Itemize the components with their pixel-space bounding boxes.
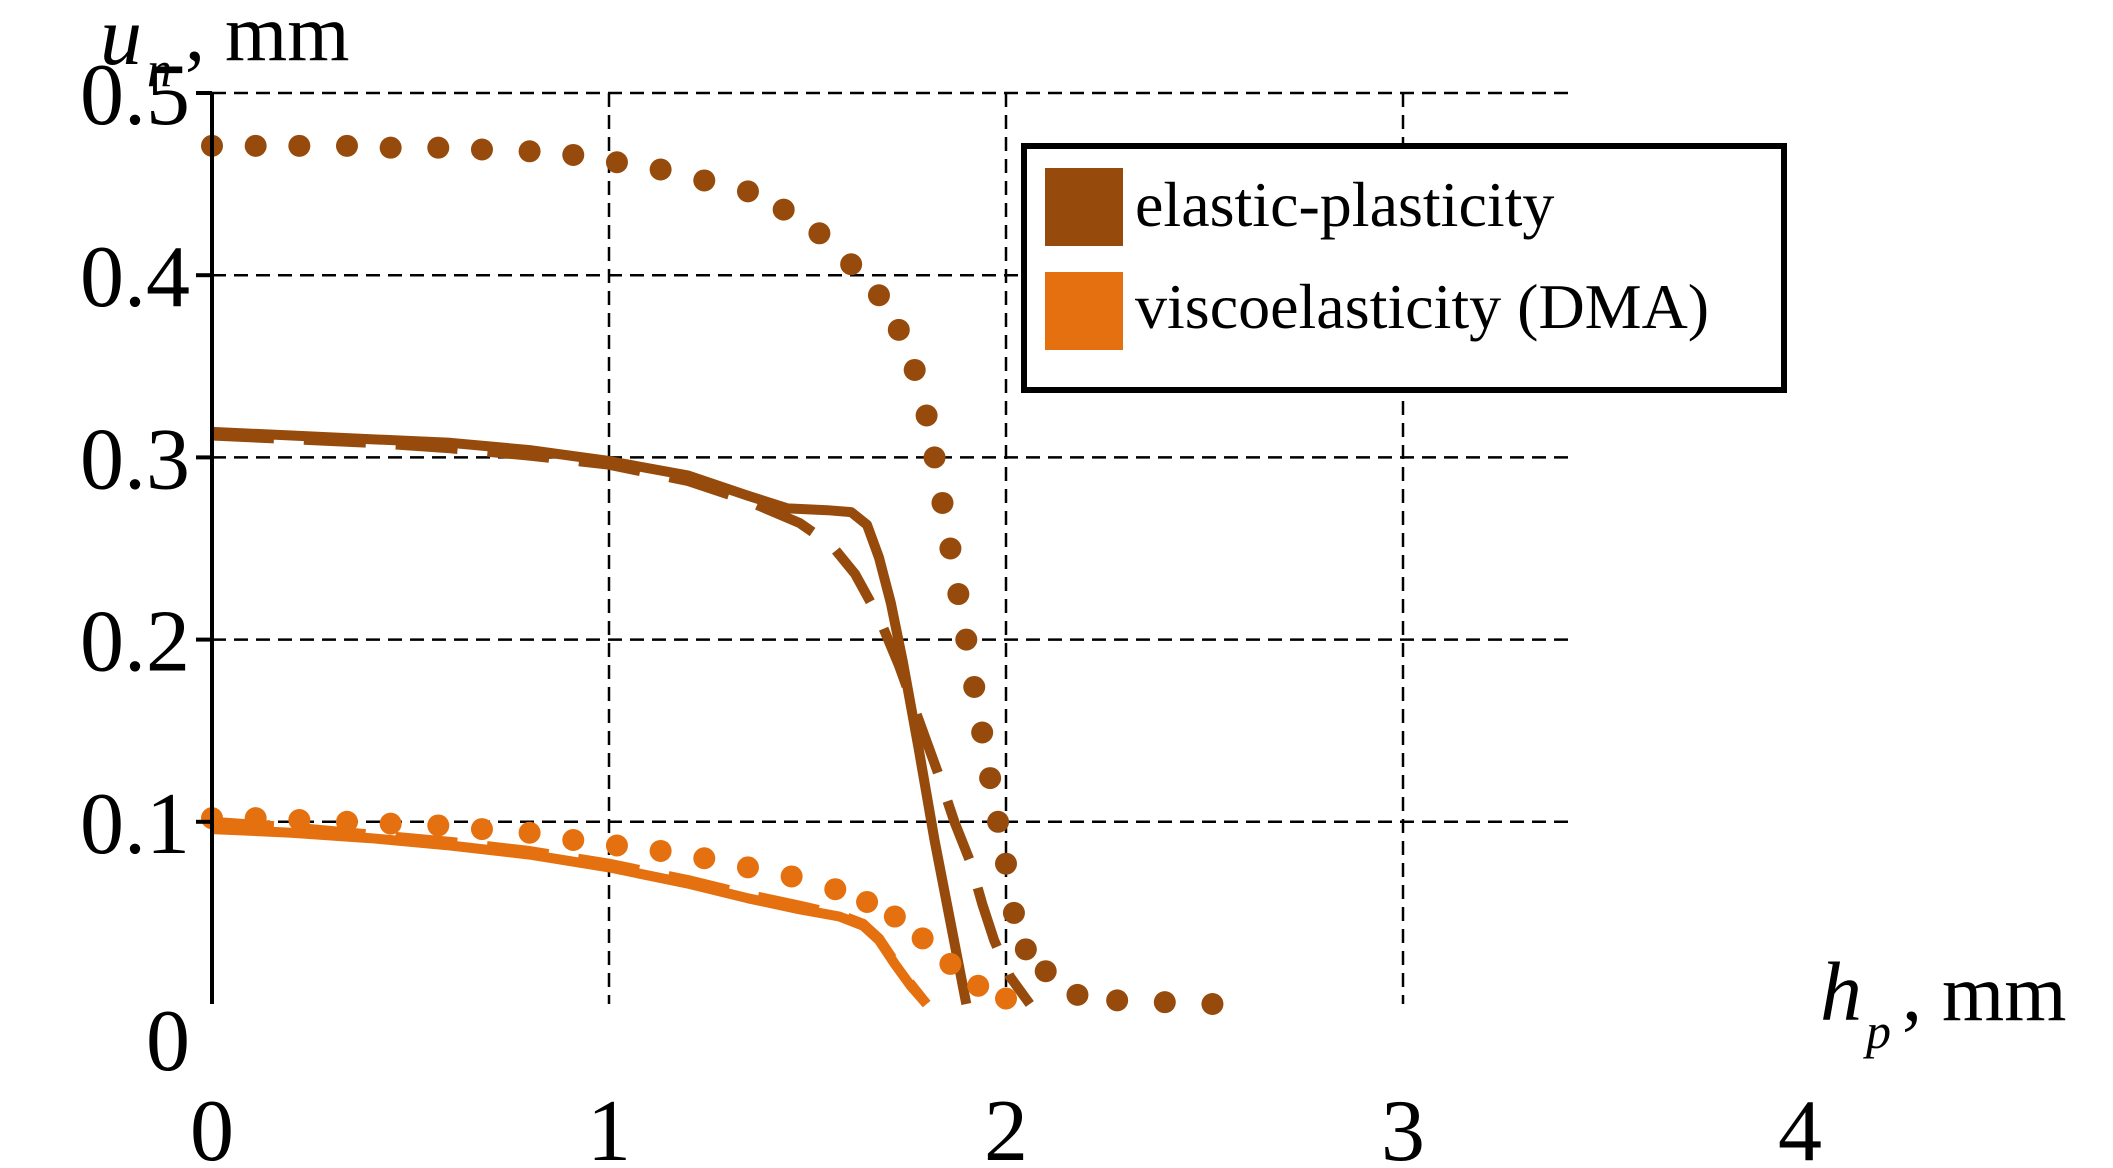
data-point — [288, 134, 311, 157]
data-point — [967, 974, 990, 997]
legend-label-viscoelasticity: viscoelasticity (DMA) — [1135, 271, 1709, 342]
data-point — [1201, 993, 1224, 1015]
data-point — [995, 852, 1017, 875]
data-point — [335, 134, 358, 157]
data-point — [244, 134, 267, 157]
y-axis-title: u n , mm — [100, 0, 349, 97]
data-point — [867, 284, 890, 307]
axes — [196, 91, 214, 1004]
x-tick-label: 4 — [1778, 1083, 1822, 1168]
data-point — [911, 927, 934, 950]
series-elastic-plasticity-dotted — [201, 134, 1224, 1015]
data-point — [963, 675, 986, 698]
data-point — [939, 537, 962, 560]
data-point — [649, 158, 672, 181]
series-line-viscoelasticity-dashed — [211, 816, 931, 1008]
x-axis-symbol: h — [1820, 946, 1862, 1039]
series-line-elastic-plasticity-dashed — [211, 430, 1034, 1007]
y-axis-unit: , mm — [185, 0, 349, 78]
data-point — [1106, 989, 1129, 1012]
tick-labels: 0 0.1 0.2 0.3 0.4 0.5 0 1 2 3 4 — [80, 47, 1822, 1168]
legend-label-elastic-plasticity: elastic-plasticity — [1135, 169, 1554, 240]
data-point — [824, 878, 847, 901]
data-point — [518, 140, 541, 163]
data-point — [772, 198, 795, 221]
x-axis-subscript: p — [1863, 1003, 1891, 1059]
data-point — [379, 136, 402, 159]
x-tick-label: 2 — [984, 1083, 1028, 1168]
data-point — [1002, 901, 1025, 924]
data-point — [427, 814, 450, 837]
legend-swatch-elastic-plasticity — [1045, 168, 1123, 246]
data-point — [903, 358, 926, 381]
x-tick-label: 3 — [1381, 1083, 1425, 1168]
data-point — [883, 905, 906, 928]
data-point — [987, 810, 1010, 833]
data-point — [1014, 938, 1037, 961]
data-point — [923, 446, 946, 469]
data-point — [605, 834, 628, 857]
data-point — [939, 952, 962, 975]
data-point — [379, 812, 402, 835]
data-point — [995, 987, 1017, 1010]
x-axis-unit: , mm — [1902, 950, 2066, 1038]
data-point — [1066, 983, 1089, 1006]
y-tick-label: 0 — [146, 993, 190, 1090]
data-point — [915, 404, 938, 427]
data-point — [780, 865, 803, 888]
series-layer — [201, 134, 1224, 1015]
x-axis-title: h p , mm — [1820, 946, 2066, 1059]
data-point — [856, 890, 879, 913]
data-point — [840, 253, 863, 276]
data-point — [887, 318, 910, 341]
data-point — [693, 169, 716, 192]
data-point — [971, 721, 994, 744]
series-line-elastic-plasticity-solid — [211, 426, 972, 1005]
data-point — [955, 628, 978, 651]
series-viscoelasticity-dotted — [201, 807, 1017, 1010]
data-point — [605, 151, 628, 174]
data-point — [1153, 991, 1176, 1014]
data-point — [427, 136, 450, 159]
data-point — [518, 821, 541, 844]
data-point — [470, 138, 493, 161]
x-tick-label: 0 — [190, 1083, 234, 1168]
data-point — [693, 847, 716, 870]
y-tick-label: 0.3 — [80, 411, 190, 508]
data-point — [562, 829, 585, 852]
legend-box — [1021, 143, 1787, 393]
data-point — [562, 143, 585, 166]
data-point — [736, 180, 759, 203]
x-tick-label: 1 — [587, 1083, 631, 1168]
legend: elastic-plasticity viscoelasticity (DMA) — [1021, 143, 1787, 393]
y-tick-label: 0.2 — [80, 594, 190, 691]
data-point — [736, 856, 759, 879]
legend-swatch-viscoelasticity — [1045, 272, 1123, 350]
data-point — [808, 222, 831, 245]
data-point — [979, 767, 1002, 790]
series-line-viscoelasticity-solid — [211, 824, 931, 1008]
data-point — [931, 491, 954, 514]
y-tick-label: 0.1 — [80, 776, 190, 873]
data-point — [649, 839, 672, 862]
y-axis-symbol: u — [100, 0, 142, 83]
y-tick-label: 0.5 — [80, 47, 190, 144]
data-point — [470, 818, 493, 841]
data-point — [947, 583, 970, 606]
data-point — [1034, 960, 1057, 983]
y-axis-subscript: n — [147, 41, 172, 97]
y-tick-label: 0.4 — [80, 229, 190, 326]
